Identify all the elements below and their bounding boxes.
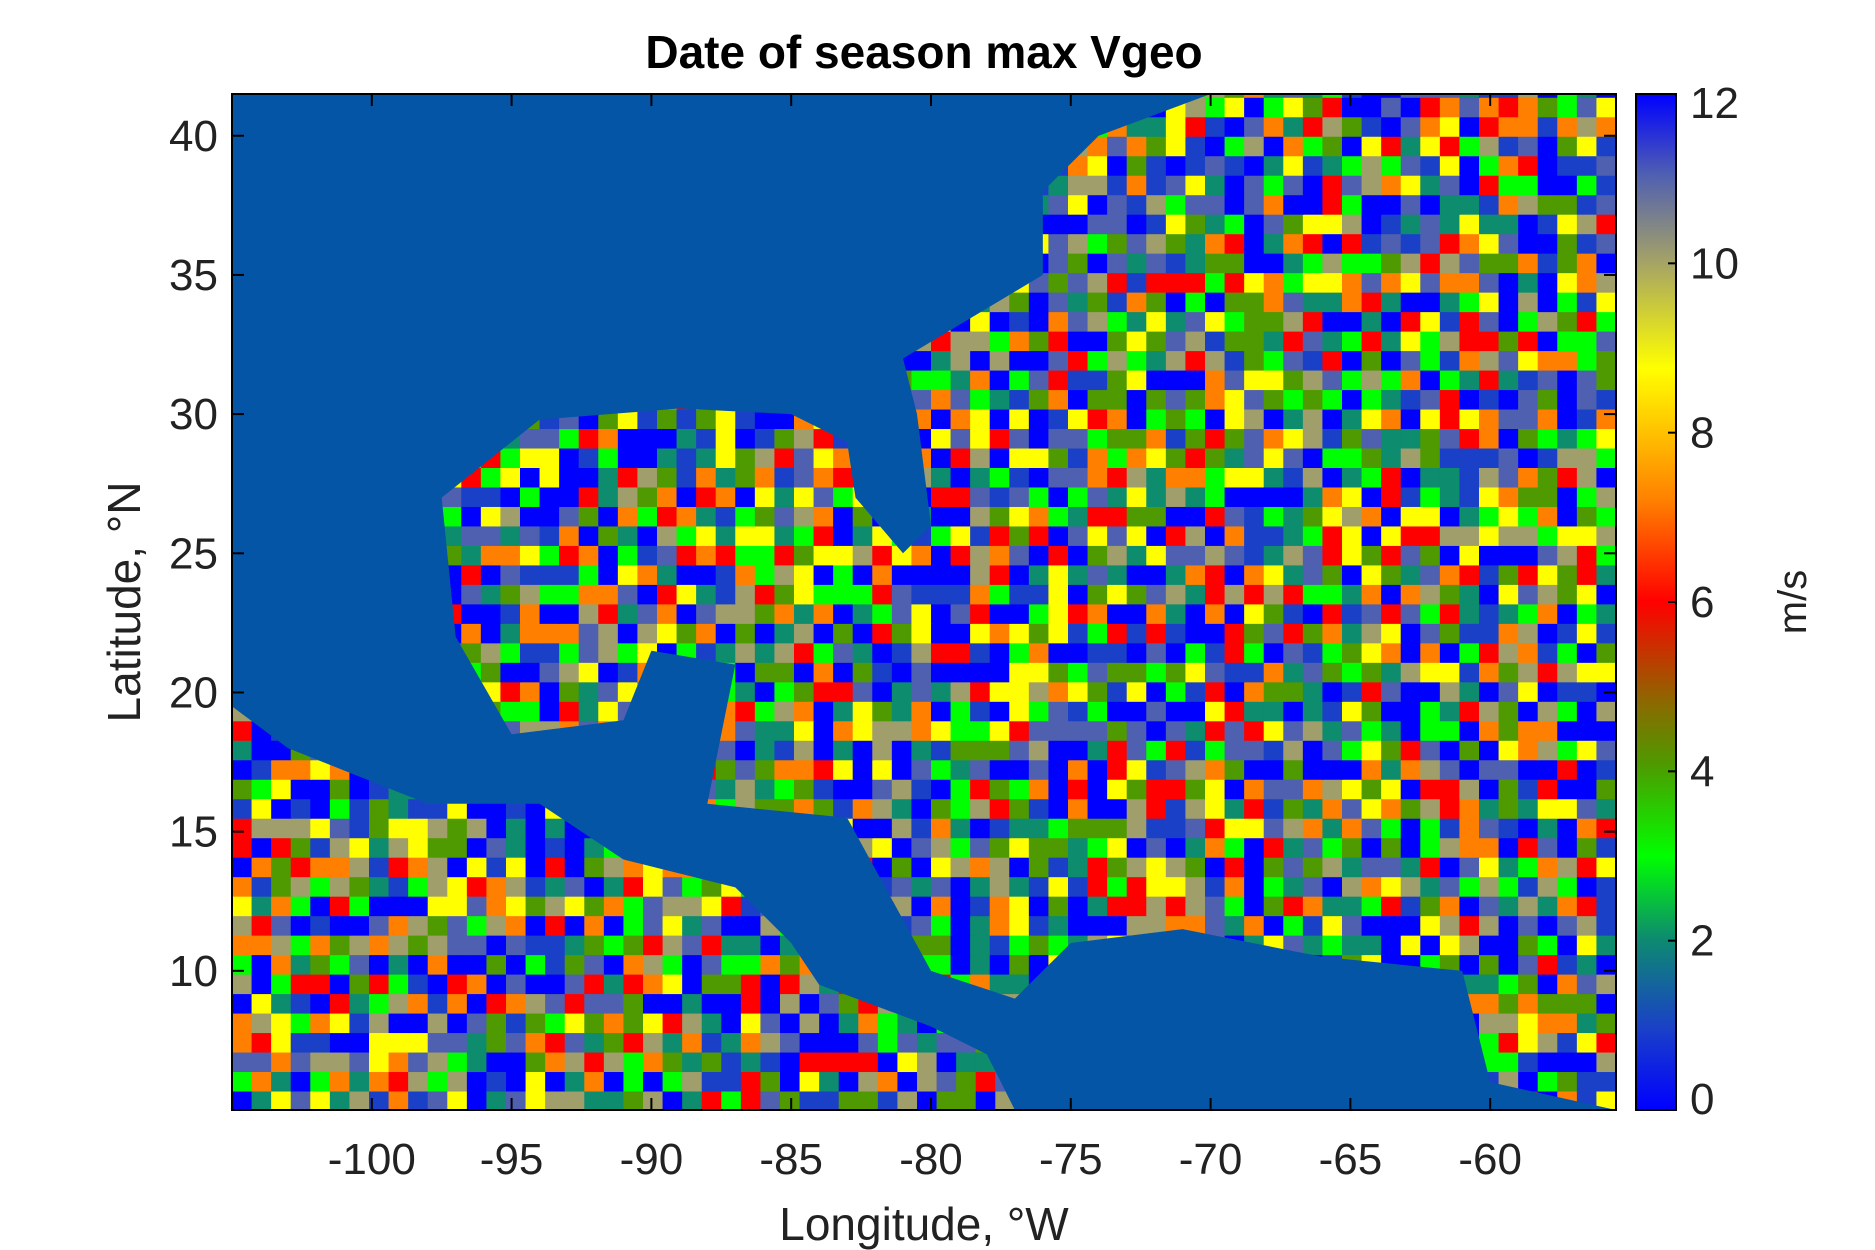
colorbar-tick-label: 12 <box>1690 79 1739 128</box>
x-tick-label: -75 <box>1039 1135 1103 1184</box>
y-axis-label: Latitude, °N <box>98 482 150 723</box>
chart-title: Date of season max Vgeo <box>645 26 1202 78</box>
y-tick-label: 30 <box>169 390 218 439</box>
y-axis-ticks: 10 15 20 25 30 35 40 <box>169 112 1616 996</box>
y-tick-label: 20 <box>169 668 218 717</box>
x-axis-label: Longitude, °W <box>779 1198 1069 1250</box>
x-axis-ticks: -100 -95 -90 -85 -80 -75 -70 -65 -60 <box>328 94 1522 1184</box>
x-tick-label: -65 <box>1319 1135 1383 1184</box>
x-tick-label: -85 <box>759 1135 823 1184</box>
colorbar-tick-label: 10 <box>1690 239 1739 288</box>
plot-area <box>232 94 1616 1110</box>
colorbar-tick-label: 2 <box>1690 917 1714 966</box>
y-tick-label: 25 <box>169 529 218 578</box>
y-tick-label: 35 <box>169 251 218 300</box>
colorbar-tick-label: 4 <box>1690 747 1714 796</box>
y-tick-label: 10 <box>169 947 218 996</box>
colorbar-tick-label: 8 <box>1690 409 1714 458</box>
y-tick-label: 15 <box>169 808 218 857</box>
y-tick-label: 40 <box>169 112 218 161</box>
x-tick-label: -60 <box>1458 1135 1522 1184</box>
x-tick-label: -95 <box>480 1135 544 1184</box>
colorbar-tick-label: 6 <box>1690 578 1714 627</box>
colorbar-label: m/s <box>1771 570 1815 634</box>
plot-frame <box>231 93 1617 1111</box>
x-tick-label: -70 <box>1179 1135 1243 1184</box>
colorbar-ticks: 0 2 4 6 8 10 12 <box>1668 79 1739 1124</box>
x-tick-label: -80 <box>899 1135 963 1184</box>
x-tick-label: -100 <box>328 1135 416 1184</box>
colorbar-tick-label: 0 <box>1690 1075 1714 1124</box>
x-tick-label: -90 <box>620 1135 684 1184</box>
